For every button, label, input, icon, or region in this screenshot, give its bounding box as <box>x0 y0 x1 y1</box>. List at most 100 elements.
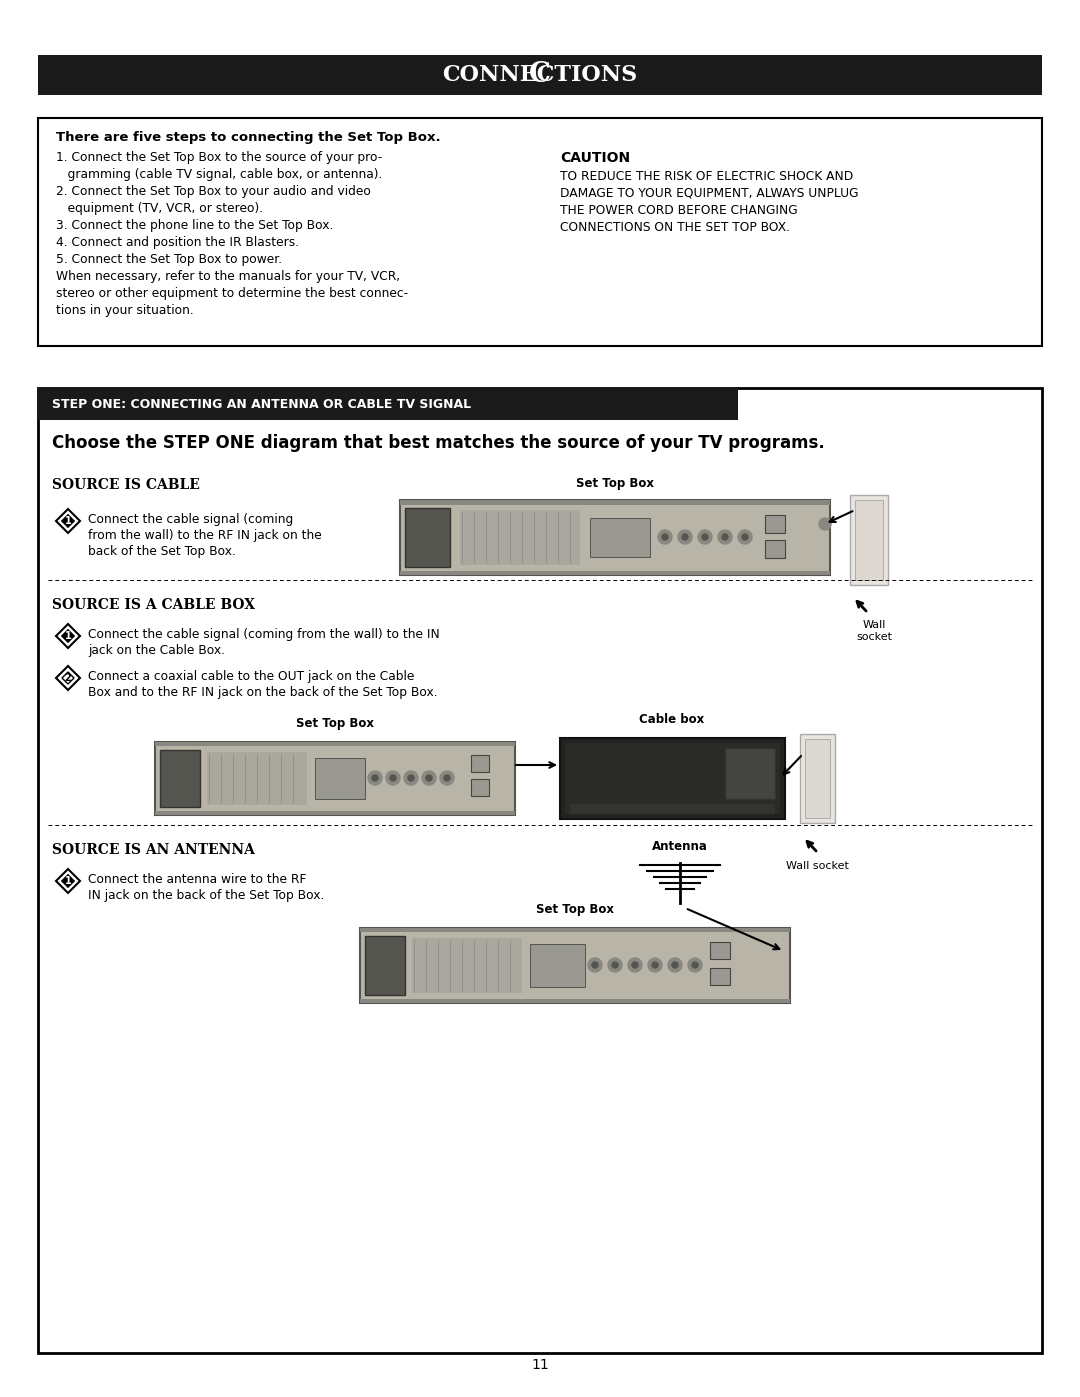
Circle shape <box>390 775 396 781</box>
Bar <box>38 54 1042 95</box>
Text: DAMAGE TO YOUR EQUIPMENT, ALWAYS UNPLUG: DAMAGE TO YOUR EQUIPMENT, ALWAYS UNPLUG <box>561 187 859 200</box>
Circle shape <box>723 534 728 541</box>
Bar <box>725 747 775 799</box>
Text: 3. Connect the phone line to the Set Top Box.: 3. Connect the phone line to the Set Top… <box>56 219 334 232</box>
Text: Connect the cable signal (coming from the wall) to the IN: Connect the cable signal (coming from th… <box>87 629 440 641</box>
Circle shape <box>422 771 436 785</box>
Text: 5. Connect the Set Top Box to power.: 5. Connect the Set Top Box to power. <box>56 253 282 265</box>
Bar <box>160 750 200 807</box>
Text: Set Top Box: Set Top Box <box>536 902 615 916</box>
Bar <box>38 388 738 420</box>
Bar <box>360 928 789 1003</box>
Text: jack on the Cable Box.: jack on the Cable Box. <box>87 644 225 657</box>
Circle shape <box>408 775 414 781</box>
Text: When necessary, refer to the manuals for your TV, VCR,: When necessary, refer to the manuals for… <box>56 270 400 284</box>
Text: back of the Set Top Box.: back of the Set Top Box. <box>87 545 235 557</box>
Bar <box>530 944 585 988</box>
Text: 2: 2 <box>65 673 71 683</box>
Bar <box>400 500 831 576</box>
Polygon shape <box>60 514 76 528</box>
Bar <box>765 541 785 557</box>
Text: CAUTION: CAUTION <box>561 151 630 165</box>
Circle shape <box>678 529 692 543</box>
Circle shape <box>742 534 748 541</box>
Circle shape <box>440 771 454 785</box>
Bar <box>590 518 650 557</box>
Bar <box>570 805 775 814</box>
Text: 1: 1 <box>65 631 71 641</box>
Circle shape <box>372 775 378 781</box>
Text: CONNECTIONS: CONNECTIONS <box>443 64 637 87</box>
Bar <box>710 968 730 985</box>
Bar <box>156 742 515 814</box>
Text: TO REDUCE THE RISK OF ELECTRIC SHOCK AND: TO REDUCE THE RISK OF ELECTRIC SHOCK AND <box>561 170 853 183</box>
Bar <box>765 515 785 534</box>
Circle shape <box>692 963 698 968</box>
Circle shape <box>702 534 708 541</box>
Circle shape <box>648 958 662 972</box>
Text: stereo or other equipment to determine the best connec-: stereo or other equipment to determine t… <box>56 286 408 300</box>
Bar <box>156 742 515 746</box>
Circle shape <box>681 534 688 541</box>
Circle shape <box>426 775 432 781</box>
Bar <box>400 497 890 602</box>
Bar <box>471 780 489 796</box>
Circle shape <box>718 529 732 543</box>
Text: from the wall) to the RF IN jack on the: from the wall) to the RF IN jack on the <box>87 529 322 542</box>
Text: There are five steps to connecting the Set Top Box.: There are five steps to connecting the S… <box>56 131 441 144</box>
Circle shape <box>738 529 752 543</box>
Text: 1: 1 <box>65 876 71 886</box>
Circle shape <box>662 534 669 541</box>
Text: 1. Connect the Set Top Box to the source of your pro-: 1. Connect the Set Top Box to the source… <box>56 151 382 163</box>
Text: 1: 1 <box>65 515 71 527</box>
Text: SOURCE IS AN ANTENNA: SOURCE IS AN ANTENNA <box>52 842 255 856</box>
Bar <box>400 571 831 576</box>
Text: Connect the cable signal (coming: Connect the cable signal (coming <box>87 513 294 527</box>
Bar <box>561 738 785 819</box>
Circle shape <box>652 963 658 968</box>
Bar <box>38 388 1042 1354</box>
Text: tions in your situation.: tions in your situation. <box>56 305 193 317</box>
Circle shape <box>404 771 418 785</box>
Text: gramming (cable TV signal, cable box, or antenna).: gramming (cable TV signal, cable box, or… <box>56 168 382 182</box>
Circle shape <box>627 958 642 972</box>
Bar <box>38 117 1042 346</box>
Circle shape <box>669 958 681 972</box>
Bar <box>460 510 580 564</box>
Circle shape <box>444 775 450 781</box>
Text: SOURCE IS CABLE: SOURCE IS CABLE <box>52 478 200 492</box>
Bar <box>360 928 789 932</box>
Text: Set Top Box: Set Top Box <box>576 476 654 490</box>
Circle shape <box>608 958 622 972</box>
Bar <box>405 509 450 567</box>
Text: C: C <box>529 61 551 88</box>
Circle shape <box>658 529 672 543</box>
Text: Choose the STEP ONE diagram that best matches the source of your TV programs.: Choose the STEP ONE diagram that best ma… <box>52 434 825 453</box>
Text: Antenna: Antenna <box>652 840 707 854</box>
Circle shape <box>632 963 638 968</box>
Polygon shape <box>60 873 76 888</box>
Polygon shape <box>60 629 76 643</box>
Text: 2. Connect the Set Top Box to your audio and video: 2. Connect the Set Top Box to your audio… <box>56 184 370 198</box>
Text: IN jack on the back of the Set Top Box.: IN jack on the back of the Set Top Box. <box>87 888 324 902</box>
Bar <box>400 500 831 504</box>
Bar <box>315 759 365 799</box>
Text: Connect a coaxial cable to the OUT jack on the Cable: Connect a coaxial cable to the OUT jack … <box>87 671 415 683</box>
Text: Wall socket: Wall socket <box>785 861 849 870</box>
Text: 4. Connect and position the IR Blasters.: 4. Connect and position the IR Blasters. <box>56 236 299 249</box>
Text: STEP ONE: CONNECTING AN ANTENNA OR CABLE TV SIGNAL: STEP ONE: CONNECTING AN ANTENNA OR CABLE… <box>52 398 471 411</box>
Circle shape <box>819 518 831 529</box>
Circle shape <box>688 958 702 972</box>
Bar <box>360 999 789 1003</box>
Circle shape <box>588 958 602 972</box>
Circle shape <box>368 771 382 785</box>
Text: THE POWER CORD BEFORE CHANGING: THE POWER CORD BEFORE CHANGING <box>561 204 798 217</box>
Bar <box>207 752 307 805</box>
Text: Set Top Box: Set Top Box <box>296 717 374 731</box>
Bar <box>365 936 405 995</box>
Text: Connect the antenna wire to the RF: Connect the antenna wire to the RF <box>87 873 307 886</box>
Text: CONNECTIONS ON THE SET TOP BOX.: CONNECTIONS ON THE SET TOP BOX. <box>561 221 789 235</box>
Text: 11: 11 <box>531 1358 549 1372</box>
Bar <box>565 743 780 814</box>
Bar <box>471 754 489 773</box>
